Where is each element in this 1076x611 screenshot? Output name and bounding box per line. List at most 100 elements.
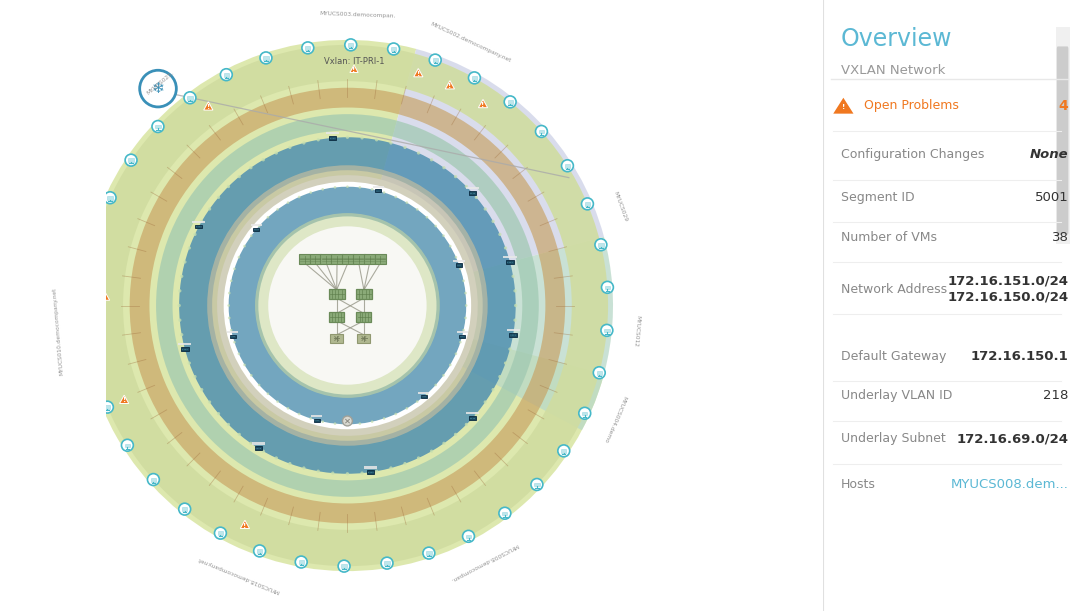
FancyBboxPatch shape (311, 415, 323, 417)
Text: MYUCS003.democompan.: MYUCS003.democompan. (320, 12, 396, 19)
FancyBboxPatch shape (1057, 46, 1068, 235)
FancyBboxPatch shape (353, 254, 365, 264)
Wedge shape (381, 49, 604, 272)
Circle shape (250, 235, 253, 237)
FancyBboxPatch shape (326, 132, 339, 134)
Circle shape (214, 527, 226, 539)
Text: Network Address: Network Address (840, 282, 947, 296)
Circle shape (463, 530, 475, 542)
FancyBboxPatch shape (456, 331, 468, 333)
Circle shape (227, 304, 230, 307)
Circle shape (465, 185, 468, 188)
FancyBboxPatch shape (433, 59, 438, 62)
Text: MYUCS004.demo: MYUCS004.demo (603, 395, 627, 444)
FancyBboxPatch shape (181, 347, 188, 351)
FancyBboxPatch shape (104, 406, 110, 409)
FancyBboxPatch shape (539, 130, 544, 133)
Text: Default Gateway: Default Gateway (840, 349, 946, 363)
Circle shape (125, 154, 137, 166)
Text: Segment ID: Segment ID (840, 191, 915, 204)
Circle shape (513, 318, 516, 322)
Circle shape (286, 407, 289, 410)
Wedge shape (82, 40, 604, 571)
FancyBboxPatch shape (466, 187, 479, 189)
FancyBboxPatch shape (217, 532, 223, 535)
Circle shape (316, 470, 320, 473)
Circle shape (288, 462, 292, 465)
Circle shape (88, 360, 100, 372)
Circle shape (346, 185, 349, 188)
FancyBboxPatch shape (182, 508, 187, 511)
Circle shape (187, 246, 190, 250)
Circle shape (426, 216, 428, 219)
Circle shape (454, 175, 457, 178)
Circle shape (536, 125, 548, 137)
Circle shape (331, 136, 335, 139)
Circle shape (104, 192, 116, 203)
FancyBboxPatch shape (561, 449, 566, 453)
FancyBboxPatch shape (342, 254, 354, 264)
Circle shape (286, 201, 289, 204)
Circle shape (498, 233, 501, 236)
FancyBboxPatch shape (151, 478, 156, 481)
Circle shape (416, 456, 421, 459)
FancyBboxPatch shape (85, 279, 90, 283)
FancyBboxPatch shape (357, 334, 370, 343)
Circle shape (406, 201, 408, 204)
Text: MYUCS008.democompan.: MYUCS008.democompan. (449, 542, 519, 582)
FancyBboxPatch shape (466, 535, 471, 538)
Circle shape (233, 341, 236, 343)
Circle shape (254, 545, 266, 557)
Circle shape (475, 196, 478, 199)
FancyBboxPatch shape (298, 560, 303, 564)
Circle shape (274, 152, 278, 155)
Text: 38: 38 (1051, 230, 1068, 244)
FancyBboxPatch shape (356, 312, 371, 322)
Circle shape (404, 462, 407, 465)
FancyBboxPatch shape (364, 254, 376, 264)
Circle shape (395, 412, 397, 415)
Polygon shape (100, 292, 110, 300)
FancyBboxPatch shape (93, 236, 98, 240)
FancyBboxPatch shape (535, 483, 539, 486)
Circle shape (221, 69, 232, 81)
Circle shape (464, 292, 467, 295)
Circle shape (429, 54, 441, 66)
Circle shape (459, 341, 462, 343)
Text: MYUCS010.democompany.net: MYUCS010.democompany.net (52, 287, 65, 375)
FancyBboxPatch shape (85, 322, 90, 326)
Circle shape (514, 304, 518, 307)
Circle shape (298, 412, 300, 415)
Text: !: ! (352, 67, 356, 73)
FancyBboxPatch shape (329, 312, 344, 322)
Circle shape (334, 186, 337, 189)
Circle shape (581, 198, 593, 210)
Text: !: ! (103, 295, 107, 300)
Circle shape (233, 268, 236, 270)
Circle shape (179, 318, 182, 322)
Circle shape (140, 70, 176, 107)
FancyBboxPatch shape (504, 256, 516, 258)
FancyBboxPatch shape (598, 243, 604, 247)
Circle shape (243, 364, 246, 366)
Text: !: ! (207, 104, 210, 110)
FancyBboxPatch shape (459, 335, 465, 338)
Circle shape (358, 422, 362, 425)
FancyBboxPatch shape (374, 254, 386, 264)
Circle shape (258, 225, 260, 227)
Circle shape (82, 275, 94, 287)
Circle shape (465, 304, 467, 307)
Text: 4: 4 (1059, 99, 1068, 112)
Circle shape (360, 136, 364, 139)
Circle shape (230, 279, 232, 282)
Circle shape (238, 256, 240, 258)
Circle shape (600, 324, 613, 336)
Circle shape (371, 420, 373, 423)
FancyBboxPatch shape (91, 365, 97, 368)
Circle shape (310, 191, 312, 194)
Circle shape (217, 412, 221, 415)
FancyBboxPatch shape (330, 334, 343, 343)
Circle shape (423, 547, 435, 559)
FancyBboxPatch shape (264, 56, 269, 60)
Polygon shape (240, 520, 250, 529)
